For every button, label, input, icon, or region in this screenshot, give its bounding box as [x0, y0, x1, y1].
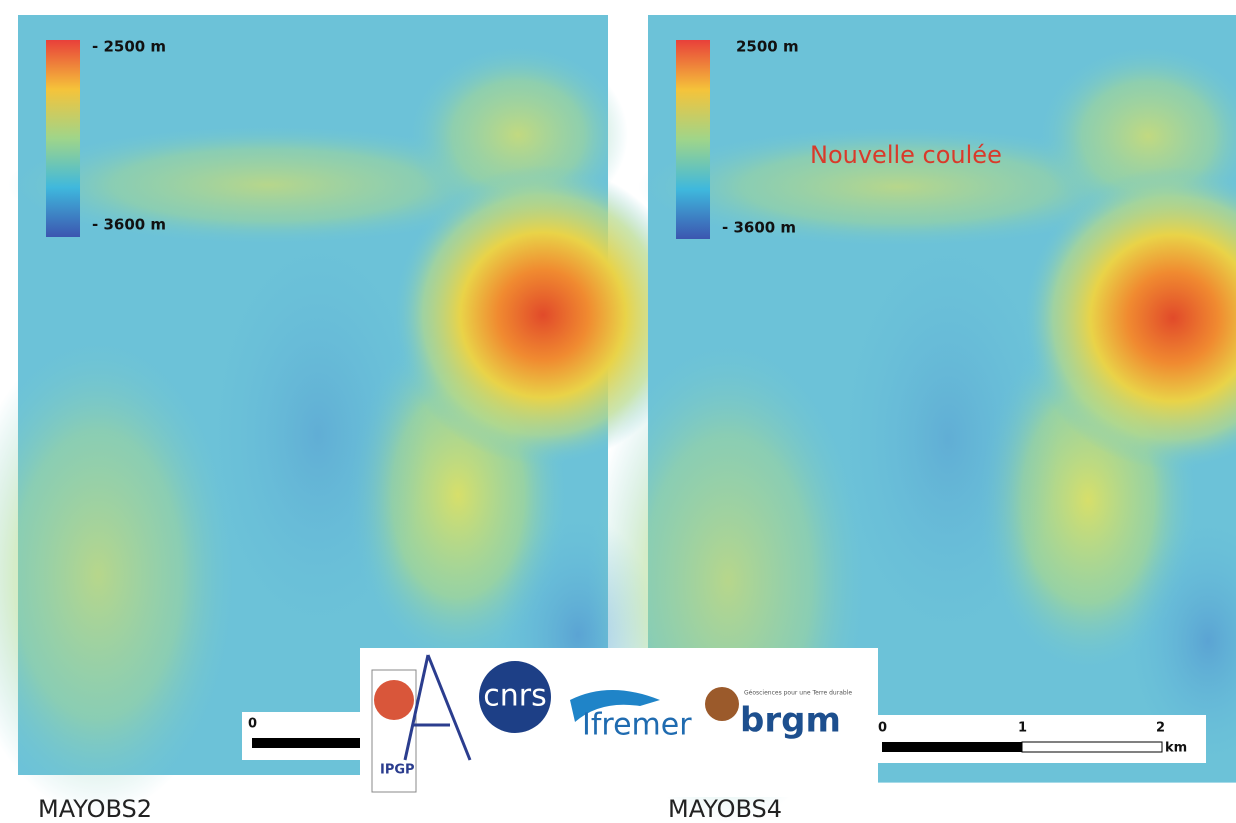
caption: MAYOBS2	[38, 795, 152, 823]
scale-unit: km	[1165, 741, 1187, 756]
color-bar	[46, 40, 80, 237]
scale-tick: 0	[248, 717, 257, 732]
color-bar	[676, 40, 710, 239]
logo-brgm: brgm	[740, 701, 841, 741]
legend-top: 2500 m	[736, 38, 799, 56]
annotation: Nouvelle coulée	[810, 141, 1002, 169]
scale-tick: 2	[1156, 721, 1165, 736]
logo-cnrs: cnrs	[483, 679, 546, 714]
scale-bar	[252, 738, 362, 748]
caption: MAYOBS4	[668, 795, 782, 823]
legend-bottom: - 3600 m	[722, 219, 796, 237]
legend-top: - 2500 m	[92, 38, 166, 56]
legend-bottom: - 3600 m	[92, 216, 166, 234]
scale-tick: 1	[1018, 721, 1027, 736]
logo-ipgp: IPGP	[380, 763, 415, 778]
scale-bar	[1021, 741, 1163, 753]
scale-tick: 0	[878, 721, 887, 736]
logo-tagline: Géosciences pour une Terre durable	[744, 690, 852, 697]
logo-band: IPGP cnrs Ifremer brgm Géosciences pour …	[360, 648, 878, 797]
logo-ifremer: Ifremer	[582, 708, 692, 743]
scale-bar	[882, 742, 1022, 752]
scale-box	[876, 715, 1206, 763]
scale-box	[242, 712, 362, 760]
